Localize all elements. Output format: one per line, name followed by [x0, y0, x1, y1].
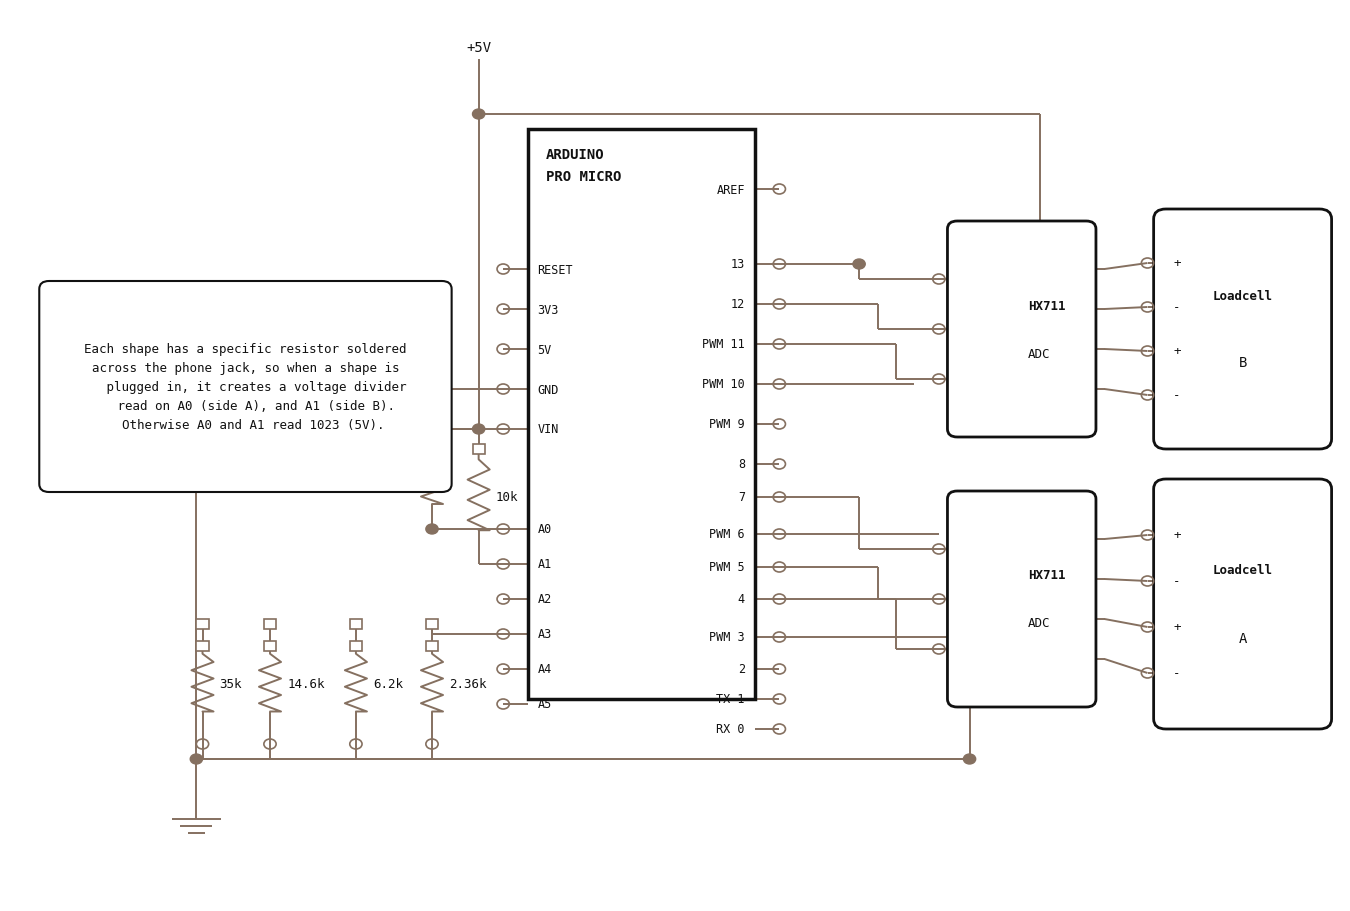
Text: 7: 7 [738, 491, 745, 504]
Text: GND: GND [537, 384, 559, 396]
Text: 5V: 5V [537, 343, 552, 356]
Text: 8: 8 [738, 458, 745, 471]
Text: 2.36k: 2.36k [450, 678, 487, 691]
Text: 6.2k: 6.2k [373, 678, 404, 691]
Text: PWM 10: PWM 10 [702, 378, 745, 391]
FancyBboxPatch shape [948, 221, 1096, 437]
Circle shape [472, 425, 485, 435]
Text: 12: 12 [730, 298, 745, 312]
Bar [472, 445, 485, 455]
Text: RX 0: RX 0 [717, 722, 745, 736]
Text: -: - [1173, 389, 1181, 402]
Text: ADC: ADC [1029, 617, 1050, 630]
FancyBboxPatch shape [1154, 210, 1331, 449]
Text: 4: 4 [738, 593, 745, 606]
Bar [350, 619, 362, 630]
Text: 14.6k: 14.6k [288, 678, 325, 691]
Text: PWM 6: PWM 6 [709, 527, 745, 541]
Circle shape [964, 754, 976, 764]
Text: A1: A1 [537, 558, 552, 571]
Text: +: + [1173, 529, 1181, 542]
Text: Loadcell: Loadcell [1212, 291, 1273, 303]
Text: PWM 9: PWM 9 [709, 418, 745, 431]
Text: Each shape has a specific resistor soldered
across the phone jack, so when a sha: Each shape has a specific resistor solde… [84, 343, 406, 432]
Text: 3V3: 3V3 [537, 303, 559, 316]
Text: ADC: ADC [1029, 347, 1050, 360]
Text: A0: A0 [537, 523, 552, 536]
Text: +: + [1173, 345, 1181, 358]
Bar [263, 640, 277, 650]
Text: PRO MICRO: PRO MICRO [547, 169, 621, 184]
Bar [350, 640, 362, 650]
Text: A5: A5 [537, 698, 552, 711]
Text: -: - [1173, 575, 1181, 588]
Bar [528, 130, 755, 700]
Text: TX 1: TX 1 [717, 692, 745, 706]
Text: PWM 3: PWM 3 [709, 630, 745, 644]
Bar [425, 619, 439, 630]
Text: A4: A4 [537, 663, 552, 676]
Text: +: + [1173, 620, 1181, 634]
Circle shape [190, 754, 202, 764]
Text: 10k: 10k [393, 468, 414, 481]
Circle shape [472, 110, 485, 120]
Text: 13: 13 [730, 258, 745, 271]
Text: +5V: +5V [466, 41, 491, 55]
Text: RESET: RESET [537, 263, 574, 276]
FancyBboxPatch shape [948, 491, 1096, 707]
Circle shape [425, 425, 439, 435]
Text: A: A [1238, 632, 1247, 646]
Text: B: B [1238, 355, 1247, 370]
Text: A2: A2 [537, 593, 552, 606]
Text: HX711: HX711 [1029, 299, 1065, 312]
Text: -: - [1173, 667, 1181, 680]
Bar [425, 640, 439, 650]
Bar [425, 439, 439, 449]
Text: AREF: AREF [717, 183, 745, 196]
Text: -: - [1173, 302, 1181, 314]
Text: 35k: 35k [220, 678, 242, 691]
Bar [263, 619, 277, 630]
Text: 10k: 10k [495, 490, 518, 504]
Text: Loadcell: Loadcell [1212, 563, 1273, 577]
Bar [196, 619, 209, 630]
FancyBboxPatch shape [1154, 479, 1331, 729]
Text: PWM 11: PWM 11 [702, 338, 745, 351]
Text: VIN: VIN [537, 423, 559, 436]
Text: +: + [1173, 257, 1181, 271]
Bar [196, 640, 209, 650]
Text: 2: 2 [738, 663, 745, 676]
Circle shape [425, 525, 439, 535]
Circle shape [853, 260, 865, 270]
Text: HX711: HX711 [1029, 568, 1065, 582]
Text: ARDUINO: ARDUINO [547, 148, 605, 162]
Text: A3: A3 [537, 628, 552, 640]
FancyBboxPatch shape [39, 281, 452, 493]
Text: 10k: 10k [393, 473, 414, 486]
Text: PWM 5: PWM 5 [709, 561, 745, 574]
